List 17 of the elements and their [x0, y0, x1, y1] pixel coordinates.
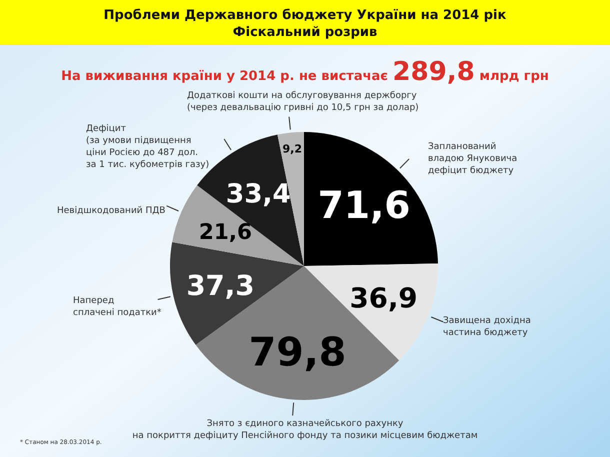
slice-label: Додаткові кошти на обслуговування держборгу (через девальвацію гривні до 10,5 грн за долар): [187, 91, 419, 113]
slice-label: Запланований владою Януковича дефіцит бюджету: [428, 142, 518, 176]
slice-label: Наперед сплачені податки*: [73, 296, 162, 318]
slice-label: Невідшкодований ПДВ: [57, 206, 166, 216]
slice-label: Знято з єдиного казначейського рахунку на покриття дефіциту Пенсійного фонду та позики місцевим бюджетам: [132, 419, 478, 441]
data-label: 37,3: [186, 268, 255, 302]
data-label: 9,2: [282, 142, 302, 156]
data-label: 36,9: [350, 282, 418, 315]
chart-subtitle: На виживання країни у 2014 р. не вистачає 289,8 млрд грн: [61, 57, 549, 87]
slice-label: Завищена дохідна частина бюджету: [443, 316, 531, 338]
data-label: 21,6: [198, 220, 252, 246]
data-label: 71,6: [318, 182, 410, 227]
pie-slice: [172, 185, 304, 266]
data-label: 79,8: [248, 329, 346, 376]
data-label: 33,4: [226, 180, 291, 210]
chart-title: Проблеми Державного бюджету України на 2014 рік Фіскальний розрив: [104, 8, 507, 40]
slice-label: Дефіцит (за умови підвищення ціни Росією до 487 дол. за 1 тис. кубометрів газу): [86, 124, 210, 170]
